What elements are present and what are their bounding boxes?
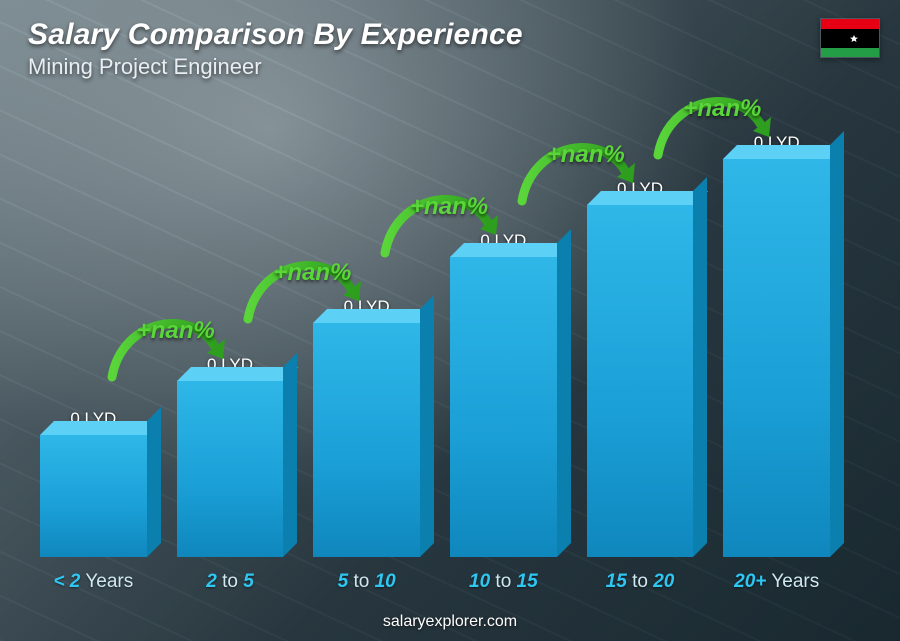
bar-3d xyxy=(40,435,147,557)
x-axis-label: < 2 Years xyxy=(53,571,133,593)
chart-subtitle: Mining Project Engineer xyxy=(28,54,523,80)
flag-libya xyxy=(820,18,880,58)
bar-3d xyxy=(177,381,284,557)
delta-label: +nan% xyxy=(137,317,215,345)
bar-slot: +nan%0 LYD20+ Years xyxy=(723,133,830,593)
delta-label: +nan% xyxy=(683,95,761,123)
flag-stripe-bot xyxy=(821,48,879,58)
bar-slot: 0 LYD< 2 Years xyxy=(40,409,147,593)
bar-slot: +nan%0 LYD10 to 15 xyxy=(450,231,557,593)
x-axis-label: 10 to 15 xyxy=(469,571,538,593)
bar-slot: +nan%0 LYD2 to 5 xyxy=(177,355,284,593)
delta-label: +nan% xyxy=(410,193,488,221)
bar-chart: 0 LYD< 2 Years +nan%0 LYD2 to 5 +nan%0 LYD… xyxy=(40,110,830,593)
x-axis-label: 15 to 20 xyxy=(606,571,675,593)
bar-slot: +nan%0 LYD5 to 10 xyxy=(313,297,420,593)
x-axis-label: 20+ Years xyxy=(734,571,819,593)
bar-3d xyxy=(450,257,557,557)
delta-label: +nan% xyxy=(547,141,625,169)
bar-3d xyxy=(723,159,830,557)
bar-slot: +nan%0 LYD15 to 20 xyxy=(587,179,694,593)
flag-emblem-icon xyxy=(839,29,861,47)
flag-stripe-mid xyxy=(821,29,879,48)
title-block: Salary Comparison By Experience Mining P… xyxy=(28,18,523,80)
x-axis-label: 5 to 10 xyxy=(338,571,396,593)
flag-stripe-top xyxy=(821,19,879,29)
footer-attribution: salaryexplorer.com xyxy=(0,613,900,631)
delta-label: +nan% xyxy=(273,259,351,287)
bar-3d xyxy=(313,323,420,557)
bar-3d xyxy=(587,205,694,557)
x-axis-label: 2 to 5 xyxy=(206,571,254,593)
chart-title: Salary Comparison By Experience xyxy=(28,18,523,52)
